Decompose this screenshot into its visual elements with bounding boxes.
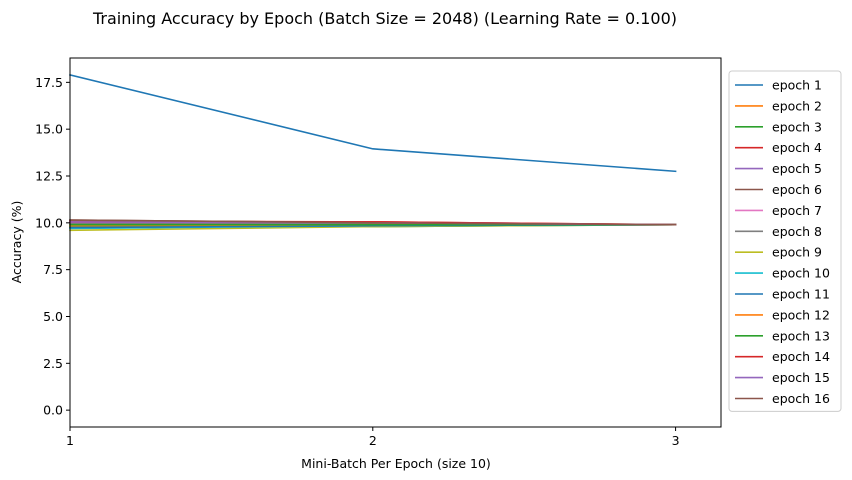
legend-label: epoch 1: [772, 78, 822, 93]
legend: epoch 1 epoch 2 epoch 3 epoch 4 epoch 5 epoch…: [728, 70, 842, 412]
legend-label: epoch 16: [772, 391, 830, 406]
legend-label: epoch 3: [772, 119, 822, 134]
legend-label: epoch 11: [772, 287, 830, 302]
chart-title: Training Accuracy by Epoch (Batch Size =…: [92, 9, 677, 28]
series-line-16: [69, 219, 677, 226]
y-tick-label: 7.5: [43, 262, 63, 277]
series-line-1: [69, 73, 677, 173]
y-tick-label: 0.0: [43, 403, 63, 418]
x-tick-label: 3: [672, 433, 680, 448]
legend-label: epoch 4: [772, 140, 822, 155]
legend-label: epoch 6: [772, 182, 822, 197]
legend-box: [728, 70, 842, 412]
legend-label: epoch 2: [772, 98, 822, 113]
legend-label: epoch 5: [772, 161, 822, 176]
y-tick-label: 15.0: [35, 122, 63, 137]
plot-area: 1 2 3 0.0 2.5 5.0 7.5 10.0 12.5 15.0 17.5: [35, 57, 722, 448]
legend-label: epoch 10: [772, 266, 830, 281]
legend-label: epoch 9: [772, 245, 822, 260]
legend-label: epoch 7: [772, 203, 822, 218]
legend-label: epoch 14: [772, 349, 830, 364]
y-tick-label: 10.0: [35, 215, 63, 230]
plot-frame: [69, 57, 722, 428]
y-axis-label: Accuracy (%): [9, 201, 24, 284]
legend-label: epoch 8: [772, 224, 822, 239]
legend-label: epoch 12: [772, 307, 830, 322]
x-tick-label: 1: [66, 433, 74, 448]
y-tick-label: 17.5: [35, 75, 63, 90]
legend-label: epoch 13: [772, 328, 830, 343]
legend-label: epoch 15: [772, 370, 830, 385]
y-tick-label: 2.5: [43, 356, 63, 371]
y-tick-label: 5.0: [43, 309, 63, 324]
y-tick-label: 12.5: [35, 169, 63, 184]
x-tick-label: 2: [369, 433, 377, 448]
x-axis-label: Mini-Batch Per Epoch (size 10): [301, 456, 491, 471]
